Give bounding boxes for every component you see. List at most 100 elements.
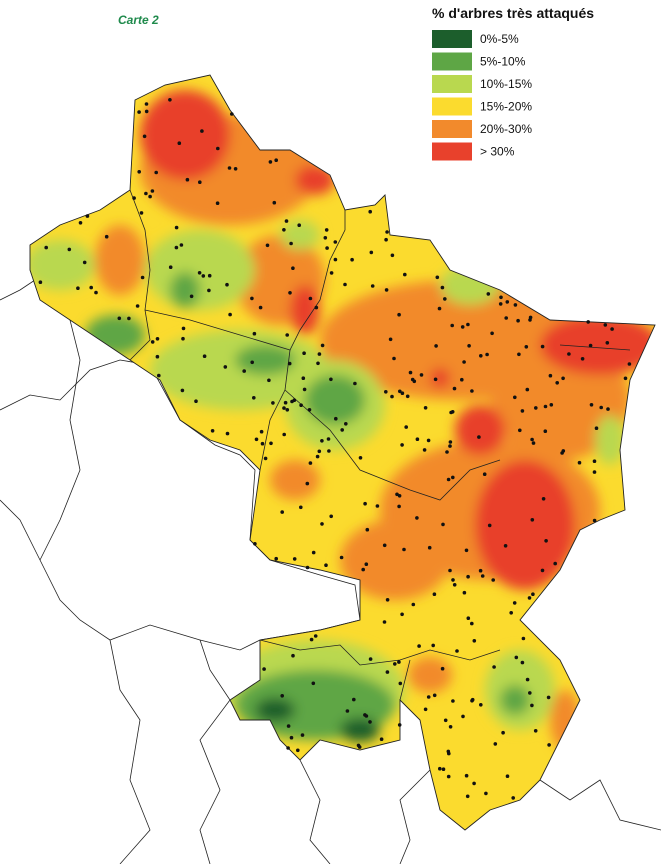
sample-point: [252, 331, 257, 336]
sample-point: [449, 410, 453, 415]
legend-swatch: [432, 52, 472, 71]
sample-point: [480, 574, 485, 578]
sample-point: [317, 449, 322, 454]
sample-point: [484, 791, 488, 796]
sample-point: [150, 340, 155, 344]
sample-point: [492, 665, 496, 669]
sample-point: [284, 219, 289, 223]
sample-point: [460, 377, 464, 382]
sample-point: [415, 437, 420, 442]
sample-point: [589, 403, 594, 407]
sample-point: [438, 766, 442, 771]
sample-point: [549, 403, 554, 407]
sample-point: [606, 407, 610, 411]
sample-point: [505, 774, 510, 778]
sample-point: [400, 612, 404, 617]
sample-point: [137, 170, 141, 174]
sample-point: [38, 280, 43, 285]
sample-point: [627, 362, 632, 366]
sample-point: [472, 781, 476, 786]
sample-point: [479, 354, 483, 358]
sample-point: [561, 376, 565, 381]
legend-label: 15%-20%: [480, 100, 532, 114]
legend-label: 20%-30%: [480, 122, 532, 136]
sample-point: [534, 406, 538, 410]
sample-point: [272, 200, 277, 205]
sample-point: [441, 767, 446, 771]
sample-point: [302, 351, 306, 356]
sample-point: [487, 523, 492, 528]
sample-point: [200, 129, 204, 133]
sample-point: [259, 429, 264, 434]
sample-point: [511, 796, 515, 800]
sample-point: [291, 266, 295, 271]
sample-point: [280, 694, 285, 698]
sample-point: [104, 234, 109, 239]
sample-point: [180, 388, 185, 393]
sample-point: [528, 315, 533, 320]
sample-point: [462, 360, 466, 364]
legend-label: 5%-10%: [480, 55, 526, 69]
legend-title: % d'arbres très attaqués: [432, 5, 594, 21]
sample-point: [325, 246, 329, 250]
sample-point: [443, 297, 447, 301]
sample-point: [76, 286, 80, 291]
sample-point: [357, 745, 362, 749]
sample-point: [397, 723, 402, 727]
sample-point: [403, 272, 407, 277]
sample-point: [580, 357, 585, 361]
sample-point: [174, 225, 179, 230]
sample-point: [455, 649, 459, 653]
sample-point: [210, 429, 215, 433]
sample-point: [392, 356, 396, 361]
sample-point: [132, 196, 136, 200]
sample-point: [207, 273, 212, 278]
sample-point: [352, 697, 356, 702]
sample-point: [533, 729, 538, 733]
sample-point: [361, 567, 366, 572]
sample-point: [365, 527, 370, 532]
sample-point: [470, 697, 475, 702]
sample-point: [179, 243, 184, 247]
sample-point: [451, 475, 455, 480]
sample-point: [411, 602, 416, 607]
sample-point: [288, 291, 292, 295]
sample-point: [446, 477, 451, 482]
sample-point: [311, 681, 316, 686]
sample-point: [358, 456, 363, 460]
sample-point: [339, 555, 344, 560]
sample-point: [467, 344, 471, 348]
map-label: Carte 2: [118, 13, 159, 27]
sample-point: [384, 288, 389, 292]
sample-point: [228, 312, 232, 317]
sample-point: [242, 369, 246, 373]
sample-point: [314, 305, 319, 310]
sample-point: [531, 592, 535, 596]
sample-point: [262, 667, 266, 671]
sample-point: [286, 746, 290, 750]
sample-point: [223, 365, 228, 369]
sample-point: [274, 556, 279, 561]
sample-point: [599, 405, 603, 410]
sample-point: [323, 236, 328, 240]
sample-point: [94, 290, 98, 295]
sample-point: [437, 306, 442, 311]
sample-point: [586, 320, 590, 324]
sample-point: [504, 316, 509, 320]
sample-point: [135, 304, 140, 308]
sample-point: [282, 228, 286, 232]
sample-point: [443, 718, 448, 723]
sample-point: [368, 209, 373, 214]
sample-point: [404, 425, 409, 429]
sample-point: [433, 377, 438, 382]
sample-point: [225, 431, 230, 436]
sample-point: [285, 408, 290, 412]
sample-point: [397, 660, 401, 664]
sample-point: [520, 660, 525, 665]
sample-point: [448, 440, 453, 444]
sample-point: [309, 637, 314, 642]
sample-point: [384, 237, 388, 242]
sample-point: [155, 354, 160, 359]
sample-point: [148, 194, 152, 199]
